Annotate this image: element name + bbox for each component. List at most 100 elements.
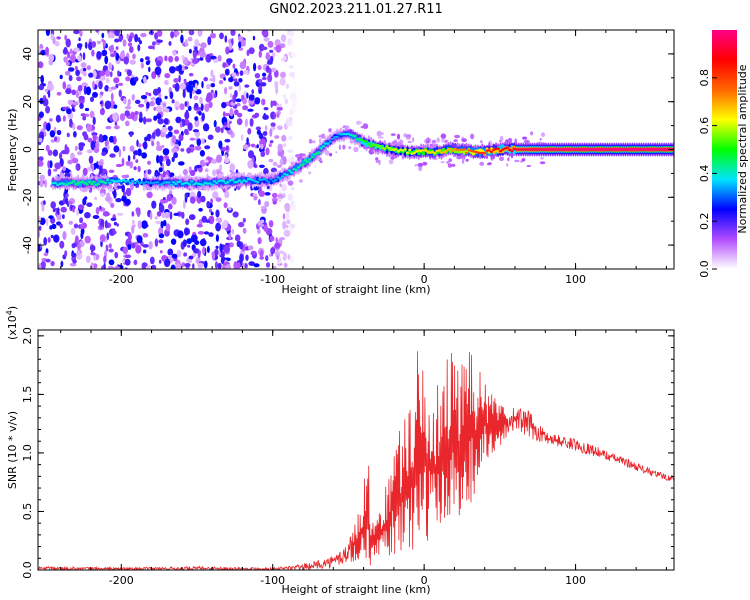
spectrogram-ridge-cell — [396, 150, 400, 153]
colorbar-tick-label: 0.2 — [698, 212, 711, 230]
spectrogram-noise-cell — [244, 84, 250, 88]
spectrogram-noise-cell — [287, 254, 291, 261]
spectrogram-noise-cell — [156, 39, 163, 43]
spectrogram-noise-cell — [274, 242, 281, 249]
spectrogram-ridge-cell — [140, 181, 144, 184]
spectrogram-noise-cell — [104, 100, 112, 110]
y-tick-label: 40 — [21, 47, 34, 61]
spectrogram-noise-cell — [239, 70, 244, 76]
spectrogram-noise-cell — [126, 69, 132, 77]
spectrogram-noise-cell — [53, 168, 58, 172]
spectrogram-noise-cell — [79, 217, 84, 224]
spectrogram-noise-cell — [196, 223, 203, 228]
spectrogram-noise-cell — [182, 239, 187, 247]
spectrogram-noise-cell — [141, 220, 148, 229]
spectrogram-ridge-cell — [210, 183, 214, 186]
spectrogram-noise-cell — [199, 150, 205, 157]
spectrogram-noise-cell — [289, 256, 294, 264]
spectrogram-ridge-cell — [171, 181, 176, 184]
spectrogram-noise-cell — [47, 160, 51, 169]
spectrogram-noise-cell — [206, 84, 211, 90]
spectrogram-ridge-cell — [169, 183, 173, 186]
spectrogram-noise-cell — [50, 139, 56, 143]
spectrogram-noise-cell — [119, 113, 126, 122]
spectrogram-noise-cell — [210, 89, 214, 94]
spectrogram-noise-cell — [233, 81, 240, 87]
spectrogram-noise-cell — [224, 86, 228, 95]
spectrogram-ridge-cell — [412, 151, 416, 154]
spectrogram-noise-cell — [38, 215, 41, 225]
spectrogram-noise-cell — [75, 165, 80, 170]
spectrogram-ridge-cell — [160, 182, 164, 185]
spectrogram-noise-cell — [440, 133, 447, 139]
spectrogram-noise-cell — [291, 52, 297, 58]
spectrogram-noise-cell — [228, 77, 234, 83]
spectrogram-noise-cell — [75, 65, 78, 71]
spectrogram-noise-cell — [417, 162, 424, 167]
snr-x-axis-label: Height of straight line (km) — [281, 583, 430, 596]
spectrogram-ridge-cell — [658, 148, 662, 151]
spectrogram-noise-cell — [82, 52, 86, 61]
spectrogram-noise-cell — [499, 156, 504, 162]
spectrogram-ridge-cell — [403, 148, 407, 151]
spectrogram-noise-cell — [80, 62, 87, 68]
spectrogram-noise-cell — [77, 151, 83, 156]
spectrogram-ridge-cell — [648, 148, 653, 151]
spectrogram-noise-cell — [61, 150, 68, 155]
spectrogram-ridge-cell — [231, 178, 235, 182]
spectrogram-noise-cell — [99, 205, 102, 210]
spectrogram-ridge-cell — [417, 150, 421, 156]
spectrogram-ridge-cell — [215, 181, 219, 184]
spectrogram-noise-cell — [281, 184, 287, 192]
spectrogram-noise-cell — [194, 130, 201, 138]
spectrogram-noise-cell — [72, 206, 75, 213]
spectrogram-noise-cell — [55, 114, 61, 123]
spectrogram-noise-cell — [318, 135, 321, 138]
spectrogram-ridge-cell — [387, 146, 391, 150]
spectrogram-noise-cell — [115, 198, 122, 203]
spectrogram-noise-cell — [176, 249, 182, 258]
snr-multiplier-close: ) — [6, 306, 19, 310]
spectrogram-noise-cell — [100, 219, 105, 226]
spectrogram-noise-cell — [186, 84, 194, 93]
spectrogram-noise-cell — [260, 143, 264, 150]
spectrogram-noise-cell — [252, 35, 256, 41]
spectrogram-noise-cell — [92, 134, 97, 142]
spectrogram-ridge-cell — [494, 147, 498, 150]
spectrogram-noise-cell — [265, 262, 271, 268]
spectrogram-noise-cell — [92, 80, 95, 89]
spectrogram-noise-cell — [76, 43, 83, 48]
spectrogram-noise-cell — [106, 144, 110, 151]
spectrogram-ridge-cell — [530, 148, 535, 151]
spectrogram-noise-cell — [205, 219, 211, 223]
spectrogram-noise-cell — [381, 132, 384, 135]
spectrogram-noise-cell — [206, 245, 210, 254]
spectrogram-noise-cell — [250, 143, 256, 148]
spectrogram-noise-cell — [388, 159, 394, 165]
spectrogram-noise-cell — [272, 126, 276, 130]
spectrogram-ridge-cell — [281, 175, 285, 178]
spectrogram-noise-cell — [59, 223, 63, 229]
spectrogram-noise-cell — [274, 135, 280, 139]
spectrogram-noise-cell — [129, 46, 134, 53]
spectrogram-noise-cell — [267, 40, 274, 48]
spectrogram-noise-cell — [198, 110, 202, 116]
spectrogram-ridge-cell — [72, 180, 76, 183]
spectrogram-noise-cell — [284, 202, 291, 211]
spectrogram-noise-cell — [277, 143, 283, 152]
spectrogram-noise-cell — [278, 197, 282, 203]
spectrogram-noise-cell — [265, 147, 270, 156]
spectrogram-noise-cell — [217, 217, 222, 224]
spectrogram-noise-cell — [105, 69, 110, 77]
spectrogram-noise-cell — [45, 144, 50, 152]
spectrogram-ridge-cell — [528, 148, 532, 151]
spectrogram-noise-cell — [131, 94, 135, 101]
spectrogram-noise-cell — [255, 112, 260, 118]
spectrogram-noise-cell — [133, 224, 136, 228]
spectrogram-noise-cell — [285, 211, 290, 220]
spectrogram-noise-cell — [39, 174, 45, 181]
spectrogram-noise-cell — [276, 164, 282, 168]
spectrogram-noise-cell — [164, 55, 168, 62]
spectrogram-noise-cell — [189, 196, 196, 204]
